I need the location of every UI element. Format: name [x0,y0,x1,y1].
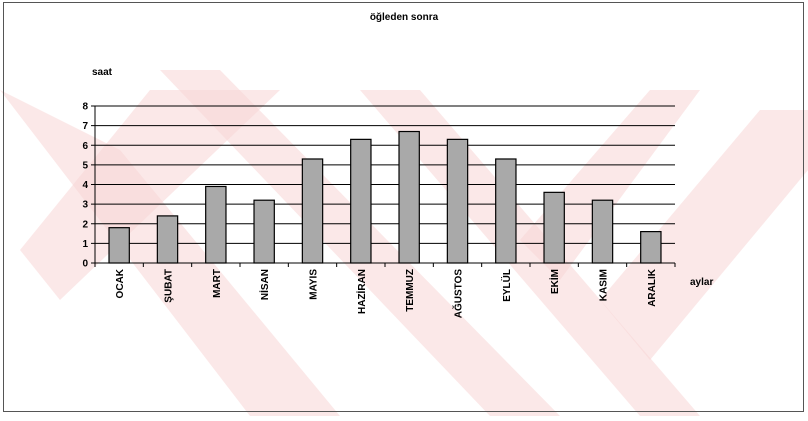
x-tick-label: HAZİRAN [355,269,368,314]
x-tick-label: ŞUBAT [164,269,175,303]
y-tick-labels: 0 1 2 3 4 5 6 7 8 [82,102,88,270]
watermark-stripe [360,90,700,416]
bar-eylül [495,158,517,264]
x-tick-label: MART [212,269,223,298]
x-tick-label: TEMMUZ [405,269,416,312]
bar-aralik [640,231,662,264]
bar-temmuz [398,130,420,264]
y-tick-label: 1 [82,239,88,250]
gridlines [95,105,675,244]
y-tick-label: 0 [82,259,88,270]
y-tick-label: 2 [82,219,88,230]
bar-şubat [156,215,179,264]
x-tick-labels: OCAK ŞUBAT MART NİSAN MAYIS HAZİRAN TEMMUZ AĞUS… [115,268,658,318]
x-tick-label: MAYIS [309,269,320,300]
bar-mayis [301,158,324,264]
y-tick-label: 3 [82,200,88,211]
watermark-stripe [20,90,280,300]
bar-ocak [108,227,130,264]
y-axis-label: saat [92,67,113,78]
axes [91,105,676,267]
watermark-stripe [600,110,808,360]
y-tick-label: 4 [82,180,88,191]
x-tick-label: KASIM [599,269,610,301]
bar-hazi̇ran [350,138,372,264]
x-tick-label: ARALIK [647,268,658,307]
x-tick-label: EYLÜL [500,269,513,302]
x-tick-label: EKİM [548,269,561,294]
bar-eki̇m [543,191,565,264]
bar-ni̇san [253,199,275,264]
x-tick-label: AĞUSTOS [452,269,465,319]
x-tick-label: NİSAN [258,269,271,300]
y-tick-label: 8 [82,102,88,113]
bar-ağustos [446,138,469,264]
y-tick-label: 6 [82,141,88,152]
chart-border [3,2,804,412]
x-axis-label: aylar [690,277,713,288]
y-tick-label: 5 [82,160,88,171]
x-tick-label: OCAK [115,268,126,298]
chart-title: öğleden sonra [370,12,439,23]
bars [108,130,662,264]
bar-mart [205,185,227,264]
bar-kasim [591,199,614,264]
y-tick-label: 7 [82,121,88,132]
